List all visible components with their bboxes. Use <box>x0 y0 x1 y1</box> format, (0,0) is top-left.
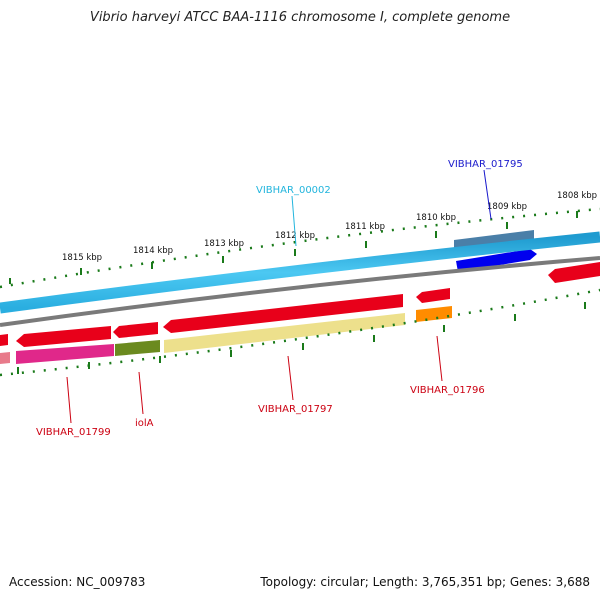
gene-VIBHAR_01796[interactable] <box>416 288 450 303</box>
leader-VIBHAR_01795 <box>483 169 492 220</box>
scale-tick-label: 1813 kbp <box>204 239 244 249</box>
outer-major-ticks <box>9 211 578 284</box>
feature-VIBHAR_01796[interactable] <box>416 306 452 322</box>
feature-iolA[interactable] <box>115 340 160 356</box>
inner-major-ticks <box>17 302 586 374</box>
gene-left-edge[interactable] <box>0 334 8 346</box>
scale-tick-label: 1815 kbp <box>62 253 102 263</box>
feature-VIBHAR_01797[interactable] <box>164 313 405 353</box>
scale-tick-label: 1808 kbp <box>557 191 597 201</box>
gene-iolA[interactable] <box>113 322 158 338</box>
chromosome-backbone <box>0 231 600 314</box>
gene-label-iolA[interactable]: iolA <box>135 418 154 429</box>
gene-blue-strip[interactable] <box>456 249 537 272</box>
genome-summary-text: Topology: circular; Length: 3,765,351 bp… <box>260 575 590 589</box>
leader-VIBHAR_01799 <box>66 376 72 424</box>
feature-left-edge[interactable] <box>0 352 10 364</box>
scale-tick-label: 1814 kbp <box>133 246 173 256</box>
gene-label-VIBHAR_01795[interactable]: VIBHAR_01795 <box>448 159 523 170</box>
chromosome-inner-ring <box>0 256 600 327</box>
gene-label-VIBHAR_00002[interactable]: VIBHAR_00002 <box>256 185 331 196</box>
gene-right-edge[interactable] <box>548 262 600 283</box>
gene-label-VIBHAR_01797[interactable]: VIBHAR_01797 <box>258 404 333 415</box>
leader-iolA <box>138 371 144 415</box>
gene-label-VIBHAR_01796[interactable]: VIBHAR_01796 <box>410 385 485 396</box>
gene-VIBHAR_01797[interactable] <box>163 294 403 333</box>
feature-VIBHAR_01799[interactable] <box>16 344 114 364</box>
leader-VIBHAR_00002 <box>291 195 297 247</box>
scale-tick-label: 1811 kbp <box>345 222 385 232</box>
scale-tick-label: 1809 kbp <box>487 202 527 212</box>
gene-label-VIBHAR_01799[interactable]: VIBHAR_01799 <box>36 427 111 438</box>
accession-text: Accession: NC_009783 <box>9 575 146 589</box>
map-title: Vibrio harveyi ATCC BAA-1116 chromosome … <box>89 10 511 25</box>
scale-tick-label: 1810 kbp <box>416 213 456 223</box>
gene-VIBHAR_01799[interactable] <box>16 326 111 347</box>
leader-VIBHAR_01796 <box>436 335 443 382</box>
leader-VIBHAR_01797 <box>287 355 294 401</box>
